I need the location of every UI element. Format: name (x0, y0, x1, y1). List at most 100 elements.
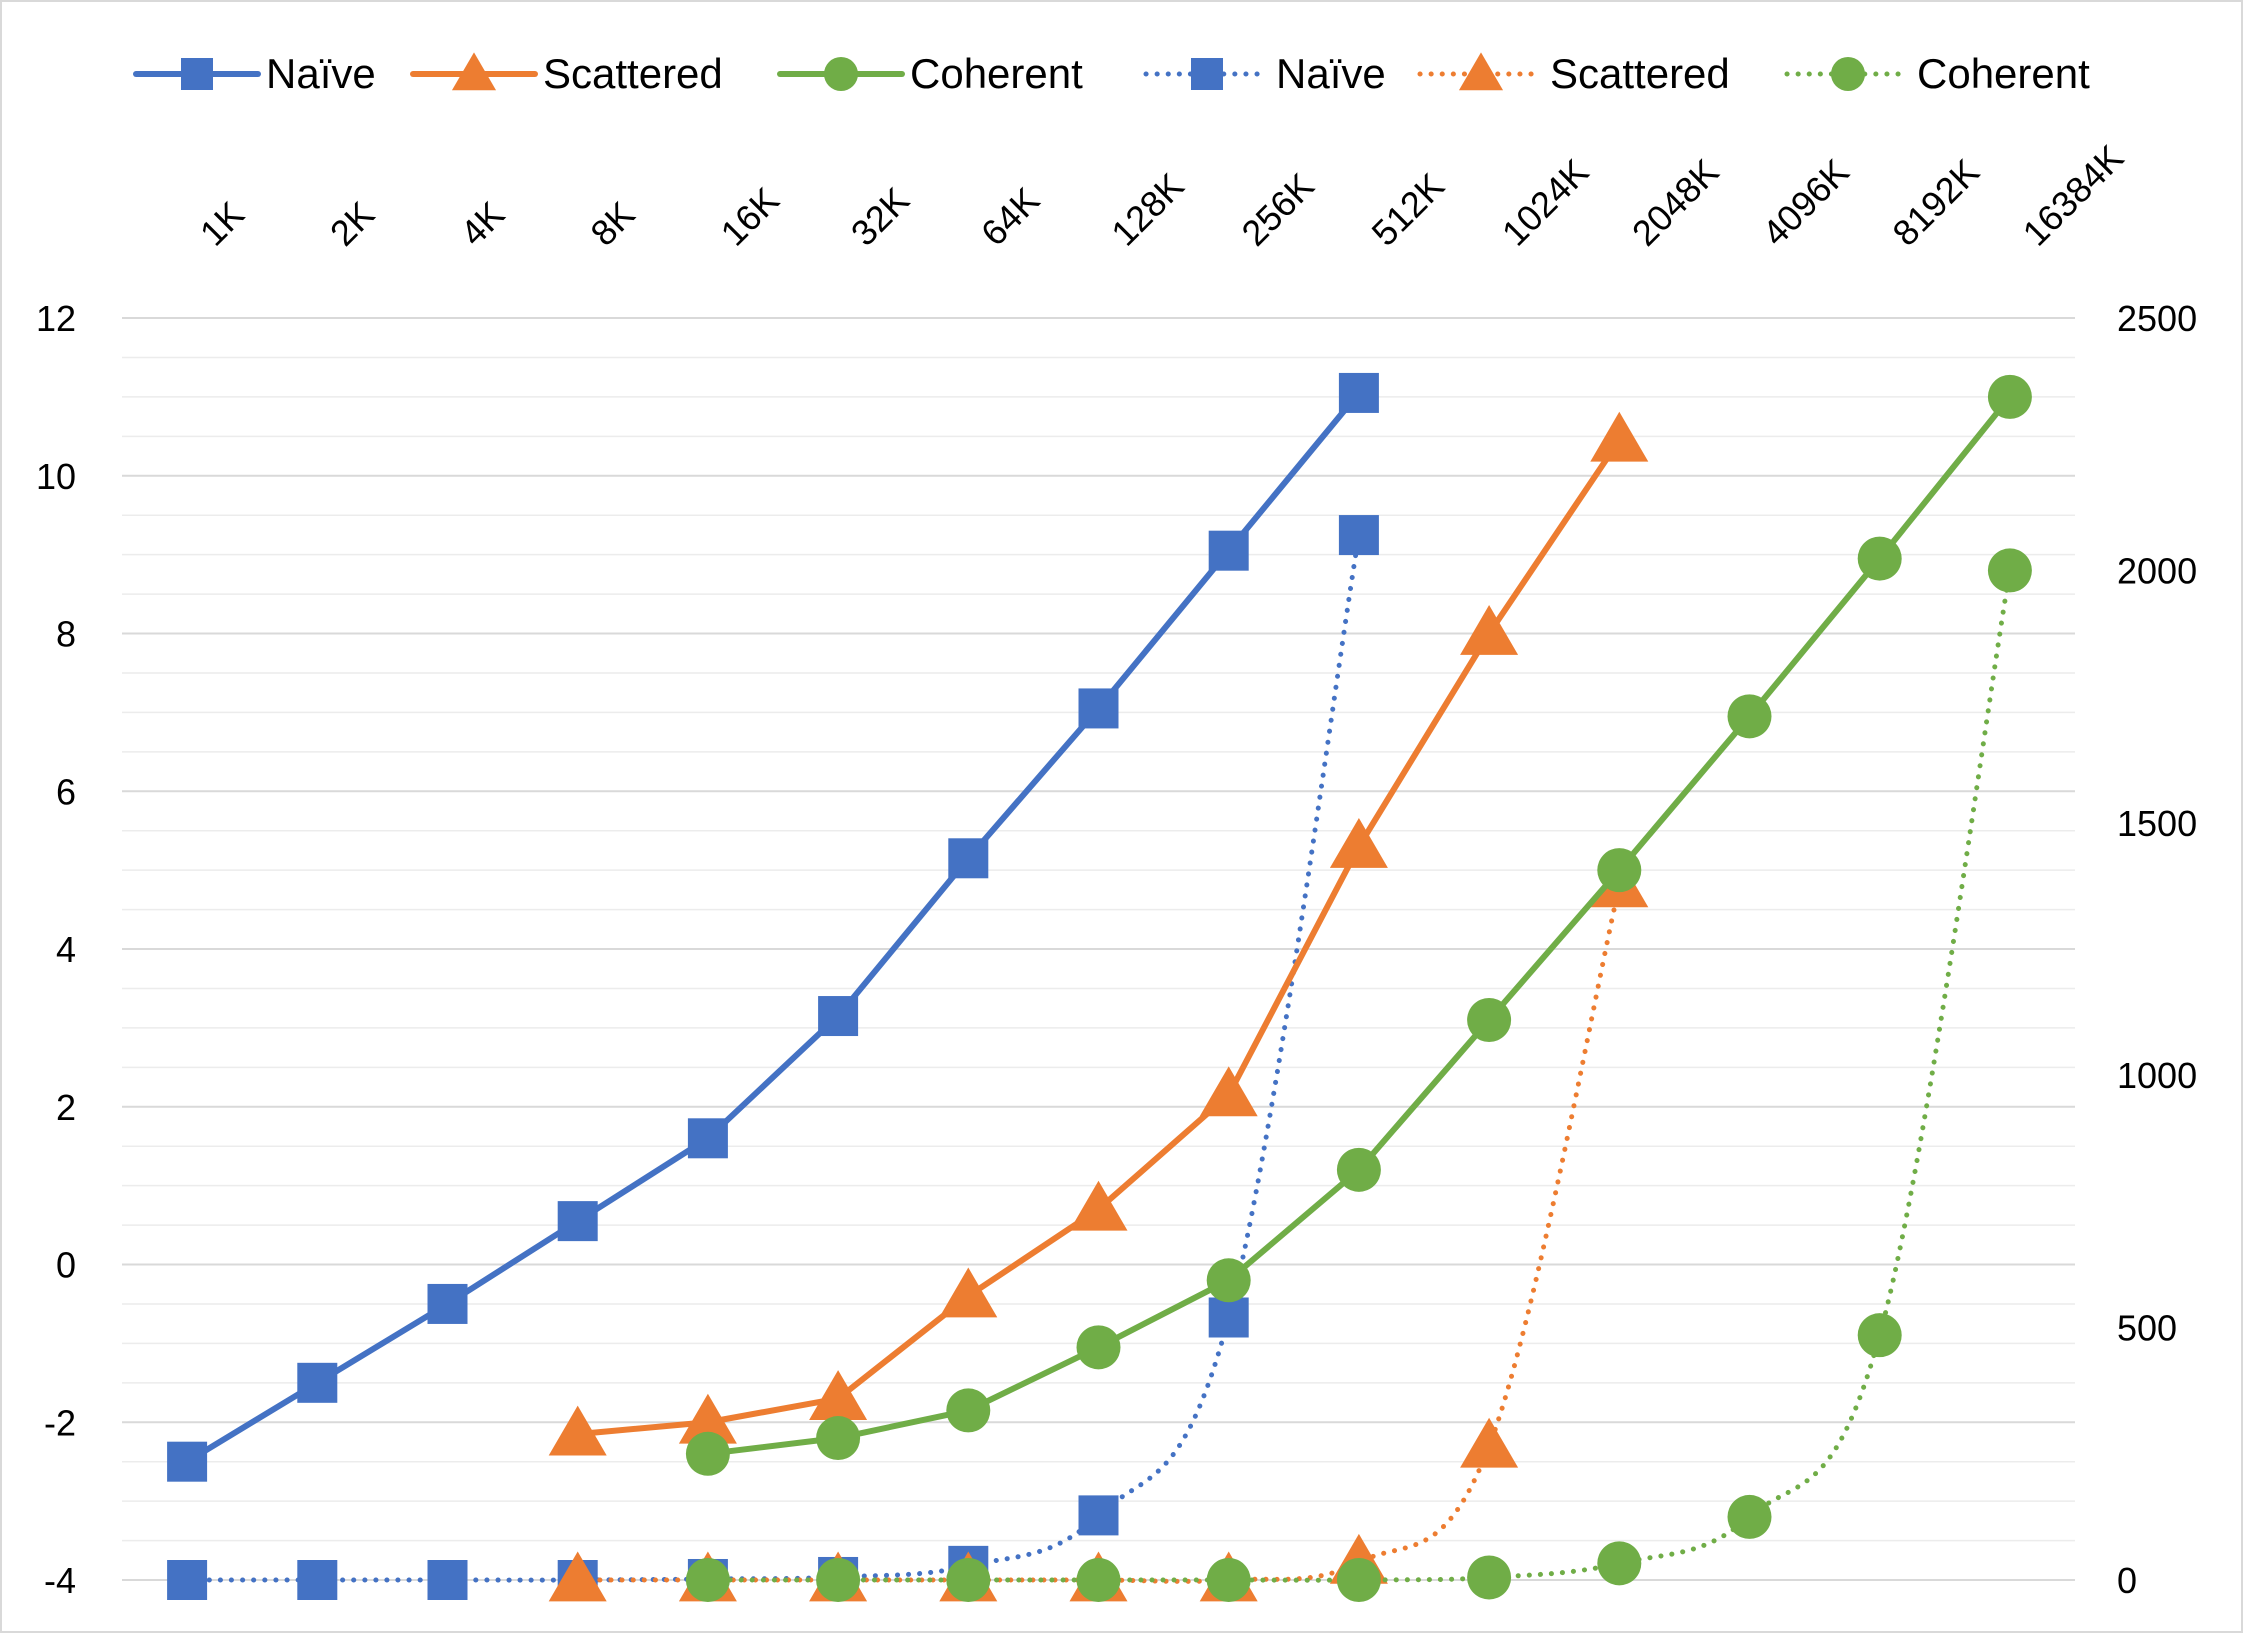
data-point-circle (1336, 1147, 1381, 1192)
legend-label: Coherent (910, 50, 1083, 97)
x-tick-label: 128K (1103, 165, 1191, 253)
data-point-square (167, 1441, 208, 1482)
series-solid-triangle (548, 411, 1649, 1456)
data-point-triangle (678, 1393, 737, 1444)
legend-label: Coherent (1917, 50, 2090, 97)
legend-item: Scattered (410, 50, 723, 97)
series-solid-circle (685, 374, 2032, 1476)
x-tick-label: 4K (452, 194, 512, 254)
x-tick-label: 256K (1233, 165, 1321, 253)
data-point-square (297, 1560, 338, 1600)
y-right-tick-label: 2500 (2117, 298, 2197, 339)
data-point-circle (1857, 1313, 1902, 1358)
data-point-circle (1727, 694, 1772, 739)
data-point-square (1078, 688, 1119, 729)
data-point-circle (685, 1431, 730, 1476)
series-line (184, 532, 1362, 1583)
legend-label: Scattered (1550, 50, 1730, 97)
series-layer (167, 372, 2032, 1602)
y-right-tick-label: 2000 (2117, 550, 2197, 591)
data-point-circle (685, 1558, 730, 1602)
legend-item: Naïve (1143, 50, 1386, 97)
y-right-tick-label: 1500 (2117, 803, 2197, 844)
data-point-triangle (1199, 1066, 1258, 1117)
y-left-tick-label: -4 (44, 1560, 76, 1601)
legend-item: Scattered (1417, 50, 1730, 97)
legend-marker-circle (824, 57, 858, 91)
data-point-square (1208, 530, 1249, 571)
legend-marker-triangle (1458, 52, 1504, 91)
legend-item: Coherent (777, 50, 1083, 97)
data-point-circle (946, 1388, 991, 1433)
x-tick-label: 8192K (1884, 151, 1987, 254)
legend: Naïve Scattered Coherent Naïve Scattered Cohe… (133, 50, 2090, 97)
y-left-tick-label: 12 (36, 298, 76, 339)
y-right-tick-label: 500 (2117, 1308, 2177, 1349)
data-point-circle (1076, 1558, 1121, 1602)
y-axis-right: 0 500 1000 1500 2000 2500 (2117, 298, 2197, 1601)
y-axis-left: -4 -2 0 2 4 6 8 10 12 (36, 298, 76, 1601)
data-point-triangle (1460, 605, 1519, 655)
data-point-triangle (1069, 1180, 1128, 1231)
data-point-circle (946, 1558, 991, 1602)
data-point-square (818, 996, 859, 1037)
data-point-square (1338, 372, 1379, 413)
data-point-circle (1597, 848, 1642, 893)
data-point-square (1338, 515, 1379, 556)
data-point-square (557, 1201, 598, 1242)
data-point-circle (1206, 1558, 1251, 1602)
y-left-tick-label: 10 (36, 456, 76, 497)
series-line (575, 883, 1622, 1584)
data-point-square (167, 1560, 208, 1600)
y-right-tick-label: 0 (2117, 1560, 2137, 1601)
data-point-circle (816, 1416, 861, 1461)
data-point-circle (1727, 1494, 1772, 1539)
x-tick-label: 2048K (1624, 151, 1727, 254)
y-left-tick-label: -2 (44, 1402, 76, 1443)
legend-item: Coherent (1784, 50, 2090, 97)
legend-marker-square (1191, 58, 1223, 90)
legend-label: Scattered (543, 50, 723, 97)
x-tick-label: 1024K (1494, 151, 1597, 254)
data-point-square (427, 1560, 468, 1600)
data-point-circle (816, 1558, 861, 1602)
y-right-tick-label: 1000 (2117, 1055, 2197, 1096)
legend-marker-triangle (451, 52, 497, 91)
x-tick-label: 8K (582, 194, 642, 254)
data-point-triangle (548, 1551, 607, 1602)
series-line (184, 389, 1362, 1465)
data-point-triangle (809, 1370, 868, 1420)
x-tick-label: 16384K (2015, 137, 2132, 254)
data-point-circle (1987, 548, 2032, 593)
data-point-triangle (939, 1267, 998, 1318)
series-dotted-square (167, 515, 1379, 1600)
legend-marker-square (181, 58, 213, 90)
x-tick-label: 32K (843, 179, 917, 253)
data-point-square (1078, 1495, 1119, 1536)
legend-label: Naïve (1276, 50, 1386, 97)
gridlines (122, 317, 2075, 1581)
data-point-circle (1857, 536, 1902, 581)
data-point-circle (1336, 1558, 1381, 1602)
series-line (705, 567, 2013, 1583)
series-dotted-circle (685, 548, 2032, 1602)
y-left-tick-label: 4 (56, 929, 76, 970)
x-tick-label: 2K (322, 194, 382, 254)
data-point-square (687, 1118, 728, 1159)
x-tick-label: 64K (973, 179, 1047, 253)
data-point-square (1208, 1297, 1249, 1338)
x-tick-label: 512K (1364, 165, 1452, 253)
x-tick-label: 1K (192, 194, 252, 254)
legend-item: Naïve (133, 50, 376, 97)
data-point-triangle (1329, 817, 1388, 868)
data-point-circle (1467, 997, 1512, 1042)
x-tick-label: 4096K (1754, 151, 1857, 254)
data-point-circle (1597, 1541, 1642, 1586)
data-point-square (427, 1283, 468, 1324)
data-point-circle (1206, 1258, 1251, 1303)
y-left-tick-label: 2 (56, 1087, 76, 1128)
data-point-circle (1467, 1555, 1512, 1600)
